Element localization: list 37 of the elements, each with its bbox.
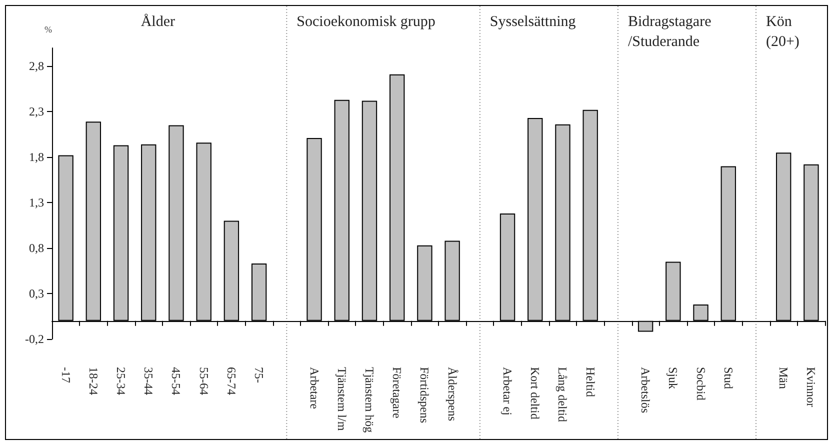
- x-tick-label: -17: [58, 367, 73, 383]
- x-tick-label: Tjänstem hög: [362, 367, 376, 433]
- x-tick-label: 65-74: [224, 367, 238, 395]
- x-tick-label: Tjänstem l/m: [334, 367, 349, 432]
- x-tick-label: Företagare: [390, 367, 404, 418]
- x-tick-label: Arbetare: [307, 367, 322, 409]
- y-tick-label: 2,3: [29, 104, 44, 119]
- x-tick-label: Heltid: [583, 367, 598, 397]
- x-tick-label: 55-64: [196, 367, 211, 395]
- x-tick-label: Arbetar ej: [500, 367, 515, 416]
- y-tick-label: 2,8: [29, 59, 44, 74]
- text: Socioekonomisk grupp: [296, 14, 436, 30]
- y-tick-label: 1,3: [29, 196, 44, 210]
- x-tick-label: 75-: [252, 367, 266, 383]
- x-tick-label: Stud: [721, 367, 736, 390]
- y-axis-title: %: [44, 24, 52, 34]
- annotation: Kön (20+): [766, 14, 800, 50]
- annotation: Bidragstagare /Studerande: [628, 14, 712, 50]
- x-tick-label: 45-54: [169, 367, 184, 395]
- text: Ålder: [140, 13, 175, 30]
- x-tick-label: 25-34: [114, 367, 128, 395]
- x-tick-label: Socbid: [694, 367, 708, 400]
- x-tick-label: Arbetslös: [638, 367, 653, 414]
- x-tick-label: Sjuk: [666, 367, 680, 390]
- x-tick-label: Lång deltid: [556, 367, 570, 422]
- x-tick-label: Kort deltid: [528, 367, 542, 420]
- text: Sysselsättning: [490, 14, 576, 30]
- y-tick-label: 0,3: [29, 286, 44, 301]
- x-tick-label: Förtidspens: [418, 367, 432, 424]
- x-tick-label: Män: [776, 367, 791, 389]
- y-tick-label: -0,2: [25, 332, 44, 346]
- y-tick-label: 0,8: [29, 241, 44, 256]
- x-tick-label: Ålderspens: [445, 367, 460, 422]
- y-tick-label: 1,8: [29, 150, 44, 164]
- x-tick-label: 18-24: [86, 367, 100, 395]
- x-tick-label: 35-44: [142, 367, 156, 395]
- x-tick-label: Kvinnor: [804, 367, 818, 407]
